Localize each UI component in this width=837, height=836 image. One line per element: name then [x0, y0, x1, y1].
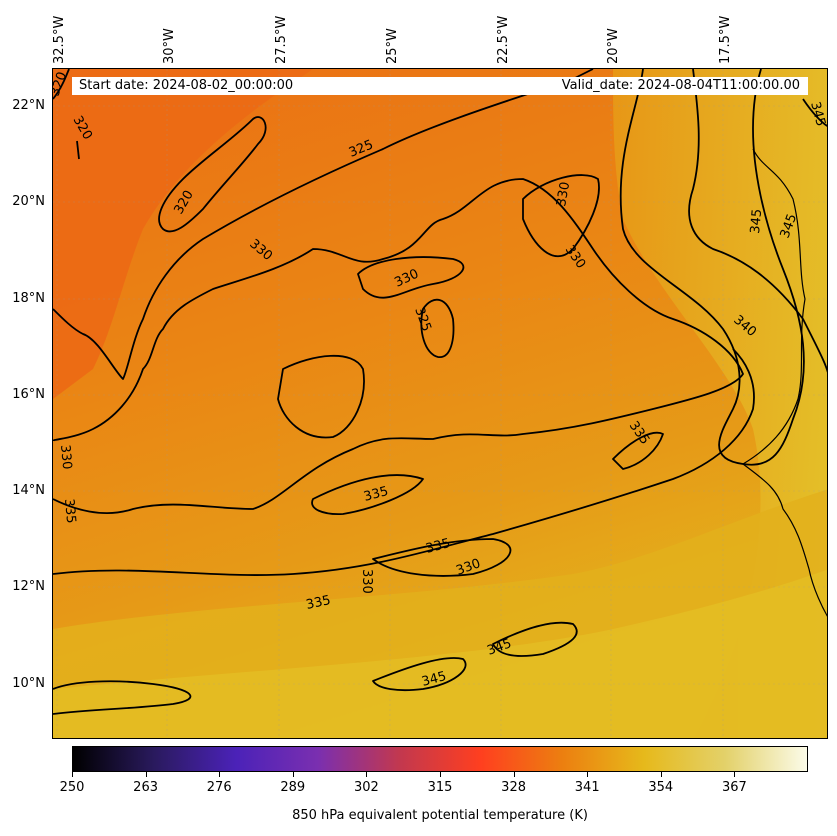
lat-label-20n: 20°N: [12, 194, 45, 209]
colorbar-tick: [660, 772, 662, 777]
cool-airmass-region: [53, 69, 313, 399]
contour-345-east: [688, 69, 827, 373]
contour-325-loop: [420, 298, 455, 358]
colorbar-tick: [440, 772, 441, 777]
contour-345-south-c: [53, 680, 192, 715]
lat-label-12n: 12°N: [12, 579, 45, 594]
colorbar-tick-label: 315: [427, 780, 453, 795]
lon-label-22-5w: 22.5°W: [496, 15, 511, 64]
colorbar-tick: [219, 772, 221, 777]
lon-label-32-5w: 32.5°W: [52, 15, 67, 64]
contour-330-loop: [357, 256, 465, 299]
lat-label-16n: 16°N: [12, 387, 45, 402]
contour-330-central: [53, 178, 744, 515]
lon-label-20w: 20°W: [606, 28, 621, 64]
date-info-box: Start date: 2024-08-02_00:00:00 Valid_da…: [72, 77, 808, 95]
colorbar-tick-label: 341: [574, 780, 600, 795]
contour-320-nw: [53, 69, 70, 100]
contour-345-south-a: [492, 621, 578, 657]
colorbar-tick: [366, 772, 368, 777]
colorbar-tick-label: 354: [648, 780, 674, 795]
contour-335-east-strip: [612, 431, 664, 470]
lon-label-27-5w: 27.5°W: [274, 15, 289, 64]
map-svg: 320 320 320 325 325 330 330 330 330 330 …: [53, 69, 828, 738]
contour-320-blob: [158, 116, 267, 233]
lon-label-30w: 30°W: [162, 28, 177, 64]
colorbar-tick: [145, 772, 147, 777]
colorbar: [72, 746, 808, 772]
colorbar-tick-label: 328: [501, 780, 527, 795]
colorbar-tick-label: 250: [59, 780, 85, 795]
colorbar-tick: [513, 772, 515, 777]
contour-lines: [53, 69, 827, 715]
colorbar-tick: [72, 772, 73, 777]
contour-label: 330: [57, 444, 74, 470]
contour-label: 335: [362, 484, 390, 505]
colorbar-tick: [734, 772, 736, 777]
contour-label: 345: [807, 100, 828, 128]
lat-label-14n: 14°N: [12, 483, 45, 498]
contour-label: 335: [424, 536, 452, 557]
contour-330-south-lobe: [372, 538, 512, 577]
lon-label-25w: 25°W: [385, 28, 400, 64]
colorbar-tick: [587, 772, 589, 777]
valid-date-label: Valid_date: 2024-08-04T11:00:00.00: [561, 78, 800, 93]
contour-330-inner: [277, 354, 365, 439]
coastline: [742, 148, 827, 617]
hot-south-region: [53, 569, 827, 738]
colorbar-tick: [292, 772, 294, 777]
lat-label-10n: 10°N: [12, 676, 45, 691]
contour-label: 330: [359, 569, 374, 594]
contour-label: 345: [748, 208, 765, 234]
colorbar-tick-label: 289: [280, 780, 306, 795]
colorbar-tick-label: 276: [206, 780, 232, 795]
map-panel: 320 320 320 325 325 330 330 330 330 330 …: [52, 68, 828, 739]
colorbar-tick-label: 367: [721, 780, 747, 795]
lat-label-22n: 22°N: [12, 98, 45, 113]
contour-label: 335: [305, 593, 332, 613]
colorbar-tick-label: 302: [353, 780, 379, 795]
colorbar-tick-label: 263: [133, 780, 159, 795]
lon-label-17-5w: 17.5°W: [718, 15, 733, 64]
contour-335-south: [53, 348, 755, 576]
contour-label: 330: [554, 181, 573, 208]
contour-label: 345: [420, 669, 448, 690]
colorbar-title: 850 hPa equivalent potential temperature…: [292, 808, 588, 823]
contour-label: 335: [61, 498, 78, 524]
contour-325: [53, 69, 594, 380]
lat-label-18n: 18°N: [12, 291, 45, 306]
contour-330-east: [522, 174, 600, 257]
contour-345-ne: [802, 98, 827, 127]
start-date-label: Start date: 2024-08-02_00:00:00: [79, 78, 294, 93]
contour-320-small: [76, 140, 80, 160]
contour-335-inner: [311, 474, 424, 515]
contour-345-south-b: [372, 657, 467, 692]
